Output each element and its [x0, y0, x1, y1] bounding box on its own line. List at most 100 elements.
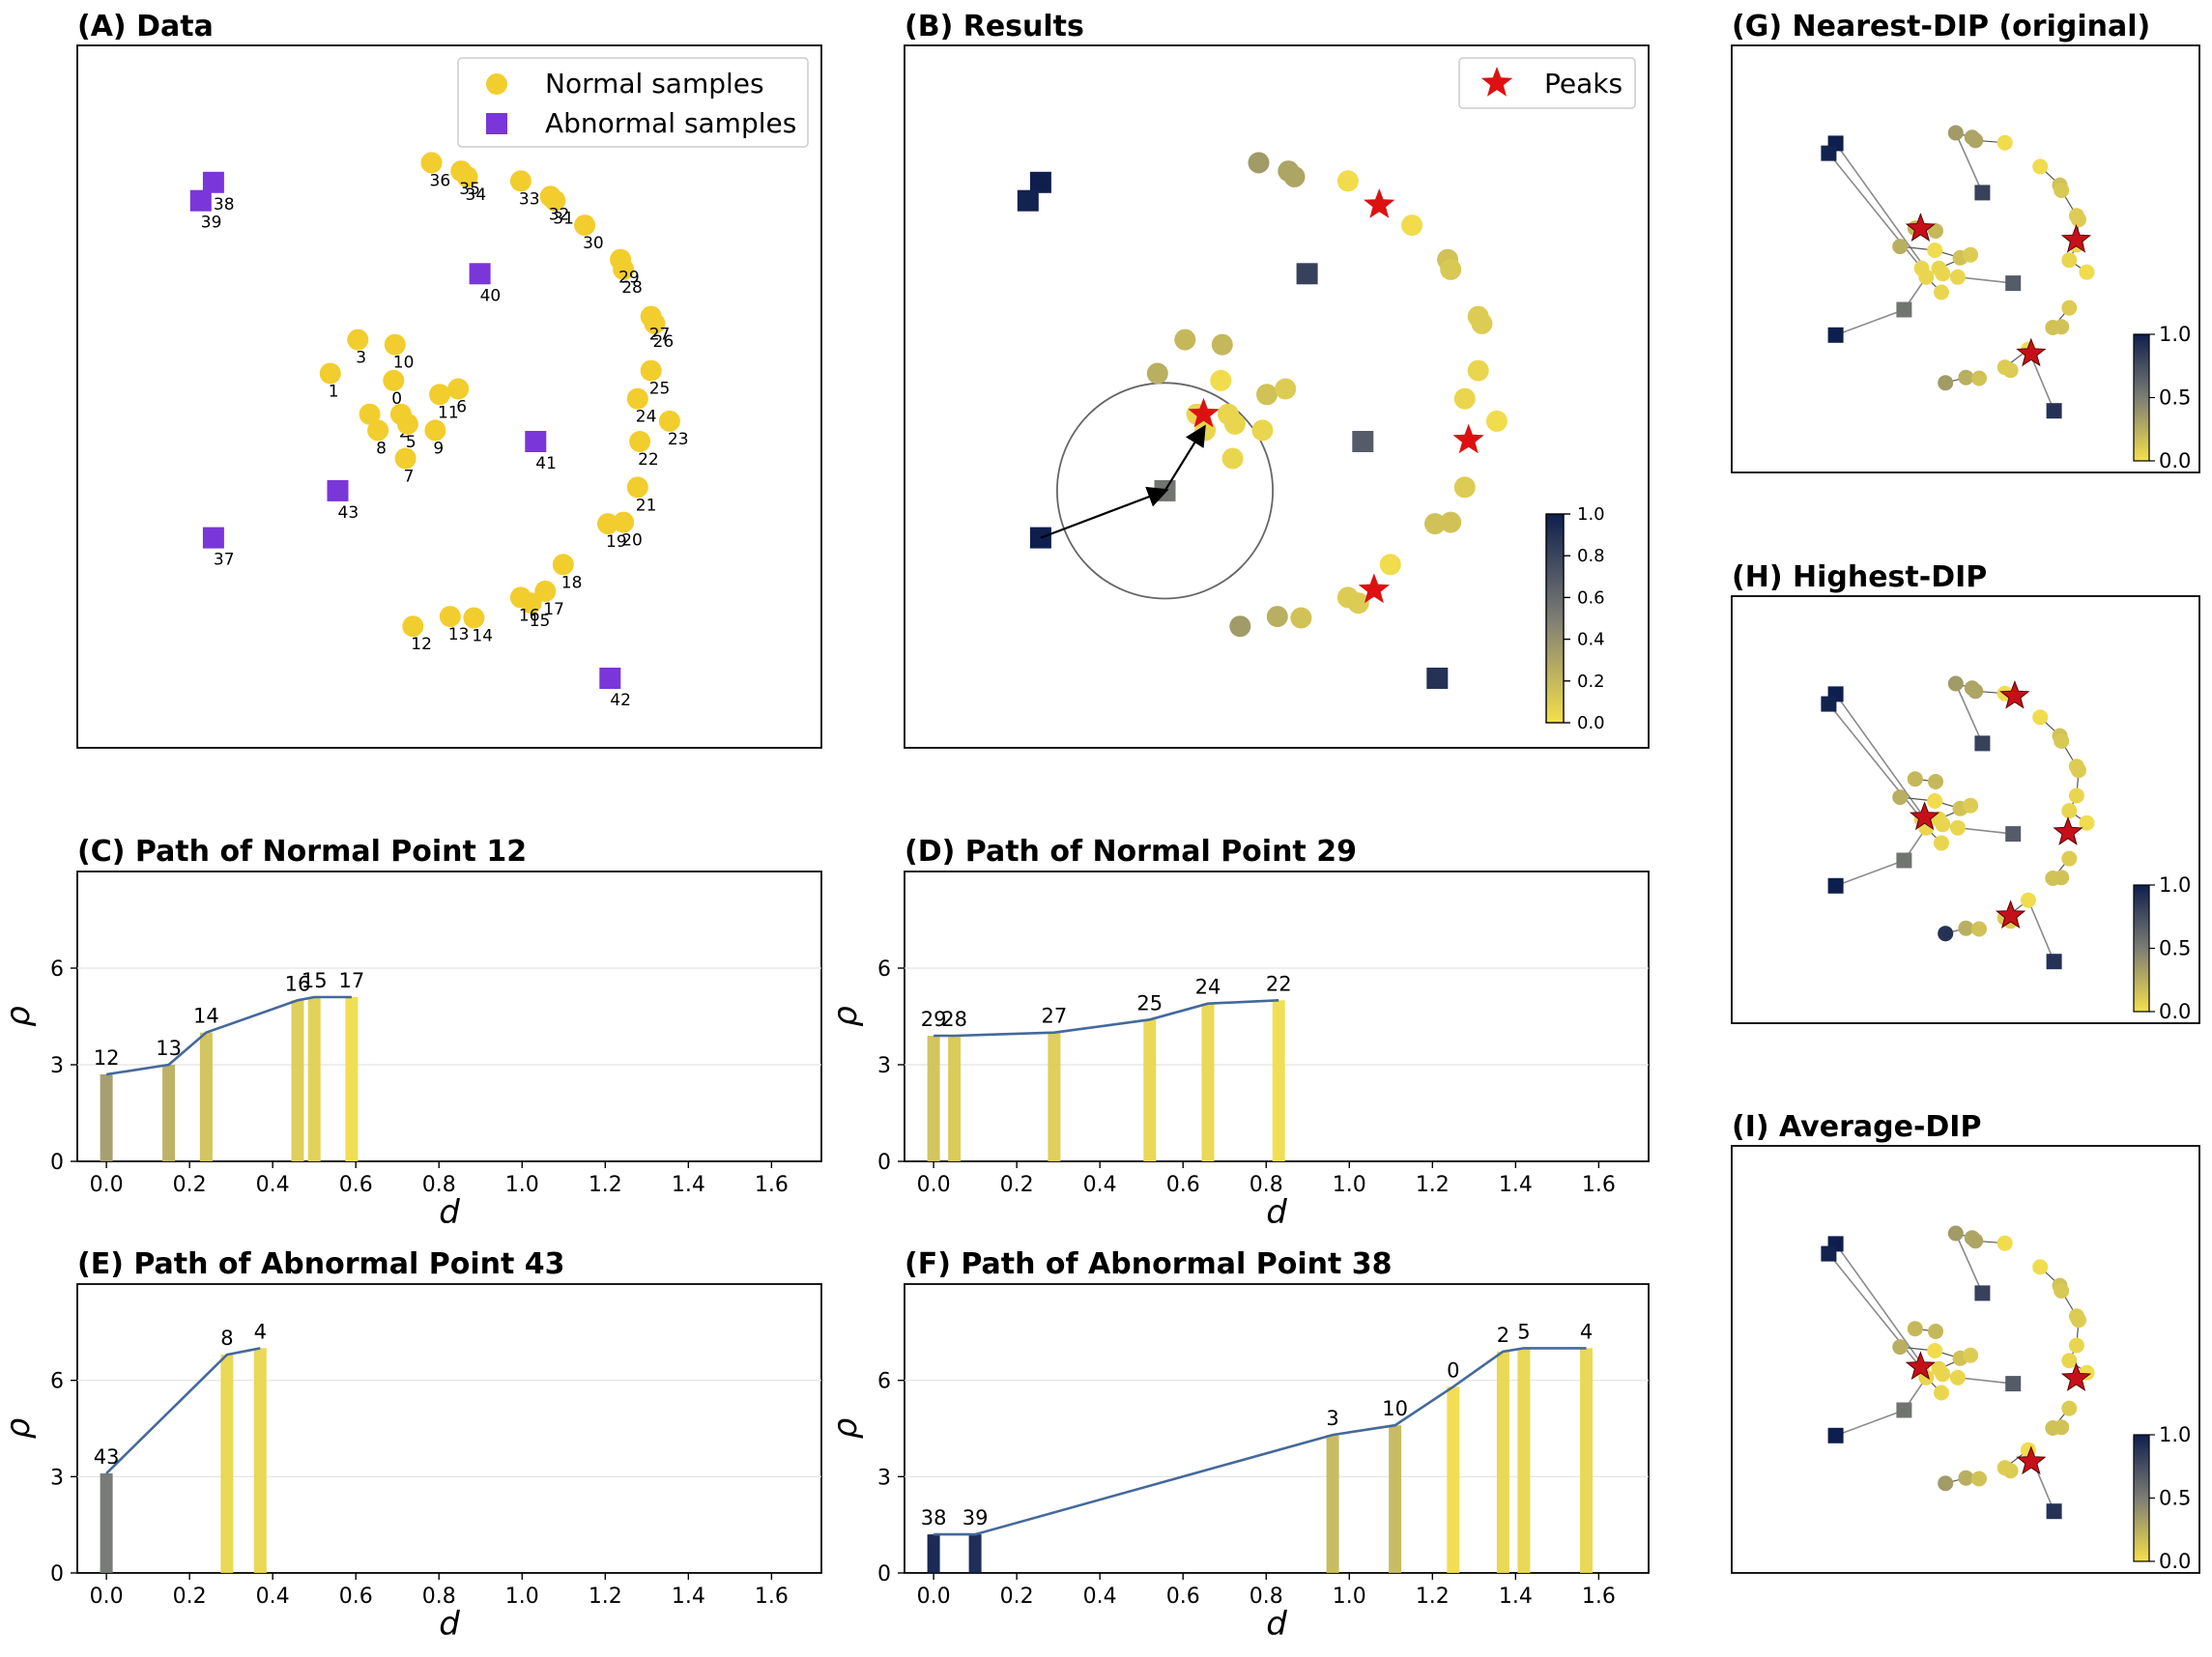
density-path-line [105, 1347, 261, 1474]
panel-f-title: (F) Path of Abnormal Point 38 [905, 1247, 1393, 1281]
point-id-label: 32 [549, 205, 570, 224]
colorbar-tick-label: 0.4 [1577, 630, 1605, 650]
abnormal-score-point [2046, 403, 2062, 419]
normal-score-point [2002, 362, 2019, 379]
peak-star-icon [2053, 816, 2083, 845]
colorbar-tick-label: 0.0 [2159, 449, 2191, 472]
x-tick-label: 1.2 [1416, 1585, 1450, 1609]
x-tick-label: 1.2 [1416, 1173, 1450, 1197]
normal-score-point [1949, 269, 1966, 285]
point-id-label: 42 [610, 691, 631, 710]
point-id-label: 33 [519, 189, 540, 209]
path-bar [1496, 1351, 1509, 1573]
y-tick-label: 0 [50, 1562, 64, 1586]
normal-sample-point [439, 606, 461, 628]
point-id-label: 18 [561, 573, 583, 592]
normal-score-point [2061, 1400, 2078, 1416]
abnormal-score-point [1017, 189, 1039, 212]
normal-score-point [2068, 787, 2084, 804]
bar-point-label: 38 [921, 1506, 947, 1529]
abnormal-score-point [1821, 696, 1837, 712]
x-tick-label: 1.0 [505, 1585, 539, 1609]
path-bar [1201, 1003, 1215, 1161]
bar-point-label: 0 [1447, 1358, 1459, 1382]
bar-point-label: 2 [1497, 1324, 1509, 1347]
path-bar [1580, 1348, 1593, 1573]
normal-score-point [1290, 607, 1312, 629]
normal-sample-point [509, 586, 531, 609]
point-id-label: 26 [653, 332, 675, 352]
normal-score-point [1440, 511, 1462, 533]
dip-link-line [1835, 308, 1905, 336]
x-tick-label: 0.0 [917, 1585, 951, 1609]
normal-sample-point [626, 387, 648, 410]
panel-i-average-dip: 0.0 0.5 1.0 [1731, 1145, 2200, 1574]
y-tick-label: 0 [877, 1151, 891, 1175]
y-axis-label: ρ [826, 1417, 865, 1439]
panel-b-colorbar: 0.0 0.2 0.4 0.6 0.8 1.0 [1545, 504, 1605, 733]
path-bar [1272, 1000, 1285, 1161]
x-tick-label: 0.4 [256, 1585, 290, 1609]
normal-score-point [2054, 1283, 2070, 1299]
abnormal-score-point [1974, 735, 1991, 752]
y-tick-label: 6 [877, 1370, 891, 1394]
point-id-label: 3 [356, 349, 366, 368]
point-id-label: 12 [411, 635, 432, 654]
peak-star-icon [1909, 801, 1940, 831]
colorbar [1545, 513, 1565, 724]
normal-score-point [1927, 1343, 1943, 1358]
bar-point-label: 43 [94, 1445, 120, 1469]
x-tick-label: 1.4 [672, 1585, 705, 1609]
normal-score-point [2061, 252, 2078, 269]
point-id-label: 5 [406, 433, 417, 452]
path-bar [1048, 1032, 1061, 1161]
normal-score-point [2071, 762, 2086, 779]
normal-score-point [1211, 333, 1233, 356]
normal-score-point [1223, 413, 1246, 435]
y-axis-label: ρ [826, 1006, 865, 1027]
point-id-label: 8 [376, 439, 387, 458]
point-id-label: 38 [214, 195, 235, 214]
normal-score-point [1971, 1471, 1987, 1487]
point-id-label: 6 [456, 398, 467, 417]
x-tick-label: 0.2 [1000, 1585, 1034, 1609]
x-tick-label: 0.6 [1166, 1585, 1200, 1609]
legend-normal-marker [486, 73, 507, 95]
peak-star-icon [1905, 213, 1936, 242]
panel-g-nearest-dip: 0.0 0.5 1.0 [1731, 44, 2200, 473]
dip-link-line [1955, 683, 1984, 744]
normal-score-point [1210, 369, 1232, 391]
panel-b-legend: Peaks [1458, 57, 1636, 109]
point-id-label: 29 [618, 269, 640, 288]
bar-point-label: 4 [1580, 1320, 1593, 1343]
normal-score-point [2002, 1463, 2019, 1479]
legend-peaks-label: Peaks [1544, 68, 1623, 100]
abnormal-score-point [1029, 171, 1051, 193]
normal-score-point [1938, 926, 1954, 942]
normal-score-point [1947, 675, 1964, 692]
normal-score-point [1971, 921, 1987, 937]
plot-frame [76, 871, 822, 1162]
point-id-label: 24 [636, 408, 657, 427]
x-tick-label: 1.4 [1499, 1173, 1533, 1197]
x-tick-label: 0.6 [339, 1173, 373, 1197]
path-bar [162, 1065, 176, 1161]
peak-star-icon [1358, 573, 1390, 604]
abnormal-sample-point [189, 189, 212, 212]
x-tick-label: 0.4 [1083, 1173, 1117, 1197]
y-tick-label: 3 [50, 1054, 64, 1078]
normal-score-point [1424, 513, 1446, 535]
normal-score-point [1440, 258, 1462, 280]
abnormal-score-point [1352, 431, 1374, 452]
normal-sample-point [450, 160, 473, 183]
colorbar-tick-label: 0.5 [2159, 1487, 2191, 1510]
normal-score-point [1947, 1225, 1964, 1242]
abnormal-score-point [1827, 1427, 1844, 1443]
colorbar-ticks: 0.0 0.5 1.0 [2149, 1423, 2191, 1573]
dip-link-line [1957, 276, 2014, 284]
panel-a-data-scatter: 0123456789101112131415161718192021222324… [76, 44, 822, 749]
abnormal-score-point [1426, 668, 1449, 689]
normal-score-point [1918, 269, 1935, 285]
